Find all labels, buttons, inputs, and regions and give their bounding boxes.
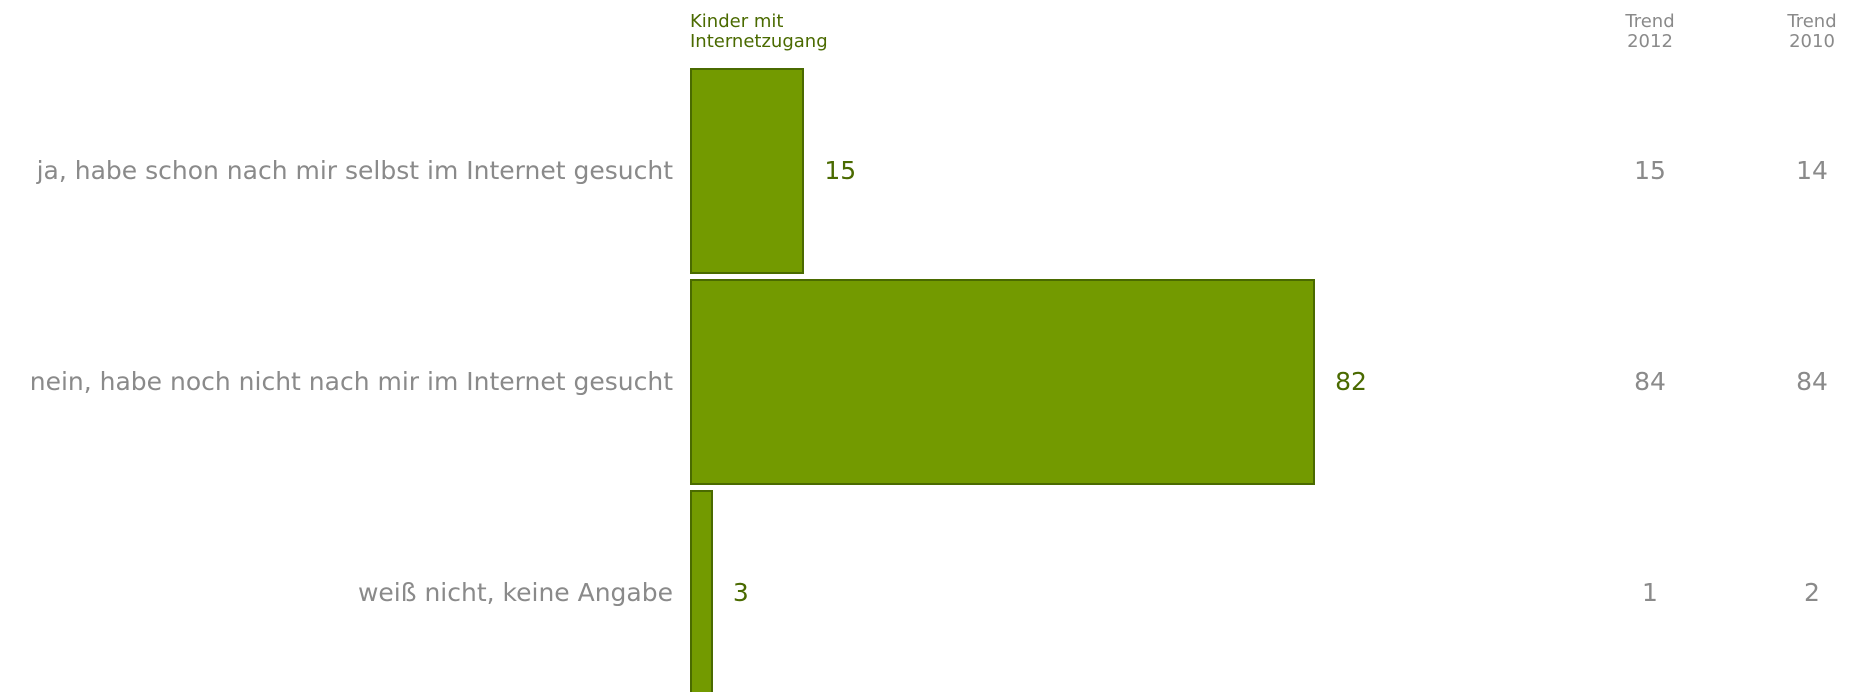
value-label: 3 (732, 578, 749, 607)
value-label: 82 (1335, 367, 1367, 396)
trend-value: 84 (1796, 367, 1828, 396)
trend-value: 1 (1642, 578, 1658, 607)
trend-value: 2 (1804, 578, 1820, 607)
trend-header: Trend 2010 (1787, 11, 1837, 52)
category-label: weiß nicht, keine Angabe (357, 578, 673, 607)
trend-value: 84 (1634, 367, 1666, 396)
category-label: ja, habe schon nach mir selbst im Intern… (36, 156, 673, 185)
bar (690, 490, 713, 692)
category-label: nein, habe noch nicht nach mir im Intern… (29, 367, 673, 396)
bar (690, 68, 805, 274)
trend-value: 15 (1634, 156, 1666, 185)
series-header: Kinder mit Internetzugang (690, 11, 828, 52)
bar (690, 279, 1316, 485)
trend-header: Trend 2012 (1625, 11, 1675, 52)
trend-value: 14 (1796, 156, 1828, 185)
value-label: 15 (824, 156, 857, 185)
